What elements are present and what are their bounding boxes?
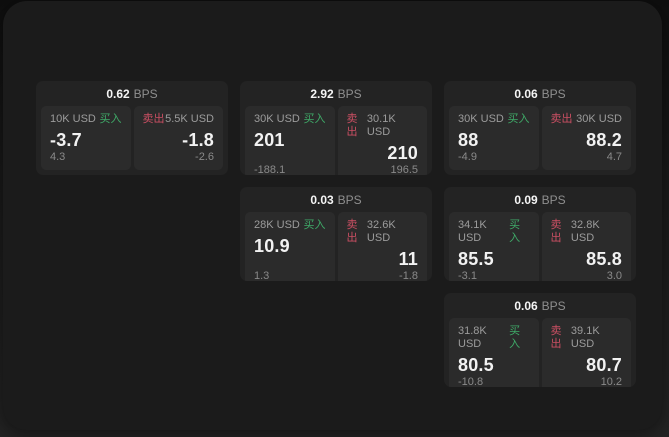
buy-price: 80.5	[458, 355, 494, 375]
sell-panel[interactable]: 卖出 30.1K USD 210 196.5	[337, 106, 427, 175]
sell-panel[interactable]: 卖出 5.5K USD -1.8 -2.6	[133, 106, 223, 170]
bps-value: 0.09	[514, 192, 538, 207]
buy-side-label: 买入	[509, 325, 521, 350]
sell-delta: 3.0	[606, 270, 622, 281]
sell-price: 11	[398, 249, 418, 269]
buy-price: 85.5	[458, 249, 494, 269]
card-header: 2.92 BPS	[240, 81, 432, 106]
sell-side-label: 卖出	[346, 113, 358, 138]
panels: 10K USD 买入 -3.7 4.3 卖出 5.5K USD -1.8 -2.…	[36, 106, 228, 175]
bps-unit-label: BPS	[337, 192, 362, 207]
quote-cards-grid: 0.62 BPS 10K USD 买入 -3.7 4.3 卖出 5.5K USD	[36, 81, 636, 387]
bps-unit-label: BPS	[541, 298, 566, 313]
buy-size: 31.8K USD	[458, 325, 487, 350]
sell-panel[interactable]: 卖出 32.6K USD 11 -1.8	[337, 212, 427, 281]
buy-panel[interactable]: 31.8K USD 买入 80.5 -10.8	[449, 318, 539, 387]
sell-size: 32.8K USD	[570, 219, 600, 244]
buy-size: 10K USD	[50, 113, 96, 125]
buy-delta: -10.8	[458, 376, 484, 387]
buy-panel[interactable]: 10K USD 买入 -3.7 4.3	[41, 106, 131, 170]
sell-side-label: 卖出	[550, 219, 562, 244]
buy-panel[interactable]: 30K USD 买入 88 -4.9	[449, 106, 539, 170]
card-header: 0.06 BPS	[444, 81, 636, 106]
sell-delta: -2.6	[195, 151, 214, 163]
sell-price: 88.2	[586, 130, 622, 150]
bps-value: 2.92	[310, 86, 334, 101]
buy-size: 34.1K USD	[458, 219, 487, 244]
sell-price: 85.8	[586, 249, 622, 269]
buy-panel[interactable]: 30K USD 买入 201 -188.1	[245, 106, 335, 175]
buy-delta: 1.3	[254, 270, 270, 281]
buy-price: -3.7	[50, 130, 82, 150]
buy-delta: -188.1	[254, 164, 286, 175]
buy-side-label: 买入	[99, 113, 122, 125]
sell-price: 210	[387, 143, 418, 163]
buy-side-label: 买入	[507, 113, 530, 125]
bps-value: 0.03	[310, 192, 334, 207]
buy-delta: -4.9	[458, 151, 477, 163]
sell-delta: 196.5	[390, 164, 418, 175]
sell-delta: 4.7	[606, 151, 622, 163]
bps-unit-label: BPS	[541, 192, 566, 207]
bps-value: 0.62	[106, 86, 130, 101]
card-header: 0.03 BPS	[240, 187, 432, 212]
app-window: 0.62 BPS 10K USD 买入 -3.7 4.3 卖出 5.5K USD	[3, 1, 662, 430]
panels: 34.1K USD 买入 85.5 -3.1 卖出 32.8K USD 85.8…	[444, 212, 636, 281]
buy-size: 28K USD	[254, 219, 300, 231]
sell-panel[interactable]: 卖出 32.8K USD 85.8 3.0	[541, 212, 631, 281]
sell-delta: -1.8	[399, 270, 418, 281]
sell-side-label: 卖出	[346, 219, 358, 244]
sell-size: 30.1K USD	[366, 113, 396, 138]
quote-card: 0.62 BPS 10K USD 买入 -3.7 4.3 卖出 5.5K USD	[36, 81, 228, 175]
buy-panel[interactable]: 28K USD 买入 10.9 1.3	[245, 212, 335, 281]
sell-price: -1.8	[182, 130, 214, 150]
panels: 30K USD 买入 88 -4.9 卖出 30K USD 88.2 4.7	[444, 106, 636, 175]
quote-card: 2.92 BPS 30K USD 买入 201 -188.1 卖出 30.1K …	[240, 81, 432, 175]
sell-panel[interactable]: 卖出 30K USD 88.2 4.7	[541, 106, 631, 170]
card-header: 0.09 BPS	[444, 187, 636, 212]
sell-side-label: 卖出	[550, 325, 562, 350]
buy-size: 30K USD	[458, 113, 504, 125]
sell-delta: 10.2	[600, 376, 622, 387]
sell-size: 39.1K USD	[570, 325, 600, 350]
bps-value: 0.06	[514, 86, 538, 101]
sell-size: 30K USD	[576, 113, 622, 125]
bps-unit-label: BPS	[541, 86, 566, 101]
bps-value: 0.06	[514, 298, 538, 313]
sell-panel[interactable]: 卖出 39.1K USD 80.7 10.2	[541, 318, 631, 387]
buy-side-label: 买入	[303, 219, 326, 231]
buy-side-label: 买入	[509, 219, 521, 244]
card-header: 0.06 BPS	[444, 293, 636, 318]
panels: 30K USD 买入 201 -188.1 卖出 30.1K USD 210 1…	[240, 106, 432, 175]
bps-unit-label: BPS	[337, 86, 362, 101]
sell-side-label: 卖出	[550, 113, 573, 125]
buy-price: 88	[458, 130, 479, 150]
buy-delta: -3.1	[458, 270, 477, 281]
buy-size: 30K USD	[254, 113, 300, 125]
quote-card: 0.06 BPS 31.8K USD 买入 80.5 -10.8 卖出 39.1…	[444, 293, 636, 387]
buy-side-label: 买入	[303, 113, 326, 125]
buy-price: 201	[254, 130, 285, 150]
quote-card: 0.03 BPS 28K USD 买入 10.9 1.3 卖出 32.6K US…	[240, 187, 432, 281]
sell-size: 5.5K USD	[165, 113, 214, 125]
bps-unit-label: BPS	[133, 86, 158, 101]
sell-side-label: 卖出	[142, 113, 165, 125]
buy-delta: 4.3	[50, 151, 66, 163]
panels: 28K USD 买入 10.9 1.3 卖出 32.6K USD 11 -1.8	[240, 212, 432, 281]
sell-price: 80.7	[586, 355, 622, 375]
sell-size: 32.6K USD	[366, 219, 396, 244]
buy-price: 10.9	[254, 236, 290, 256]
buy-panel[interactable]: 34.1K USD 买入 85.5 -3.1	[449, 212, 539, 281]
quote-card: 0.09 BPS 34.1K USD 买入 85.5 -3.1 卖出 32.8K…	[444, 187, 636, 281]
card-header: 0.62 BPS	[36, 81, 228, 106]
panels: 31.8K USD 买入 80.5 -10.8 卖出 39.1K USD 80.…	[444, 318, 636, 387]
quote-card: 0.06 BPS 30K USD 买入 88 -4.9 卖出 30K USD	[444, 81, 636, 175]
